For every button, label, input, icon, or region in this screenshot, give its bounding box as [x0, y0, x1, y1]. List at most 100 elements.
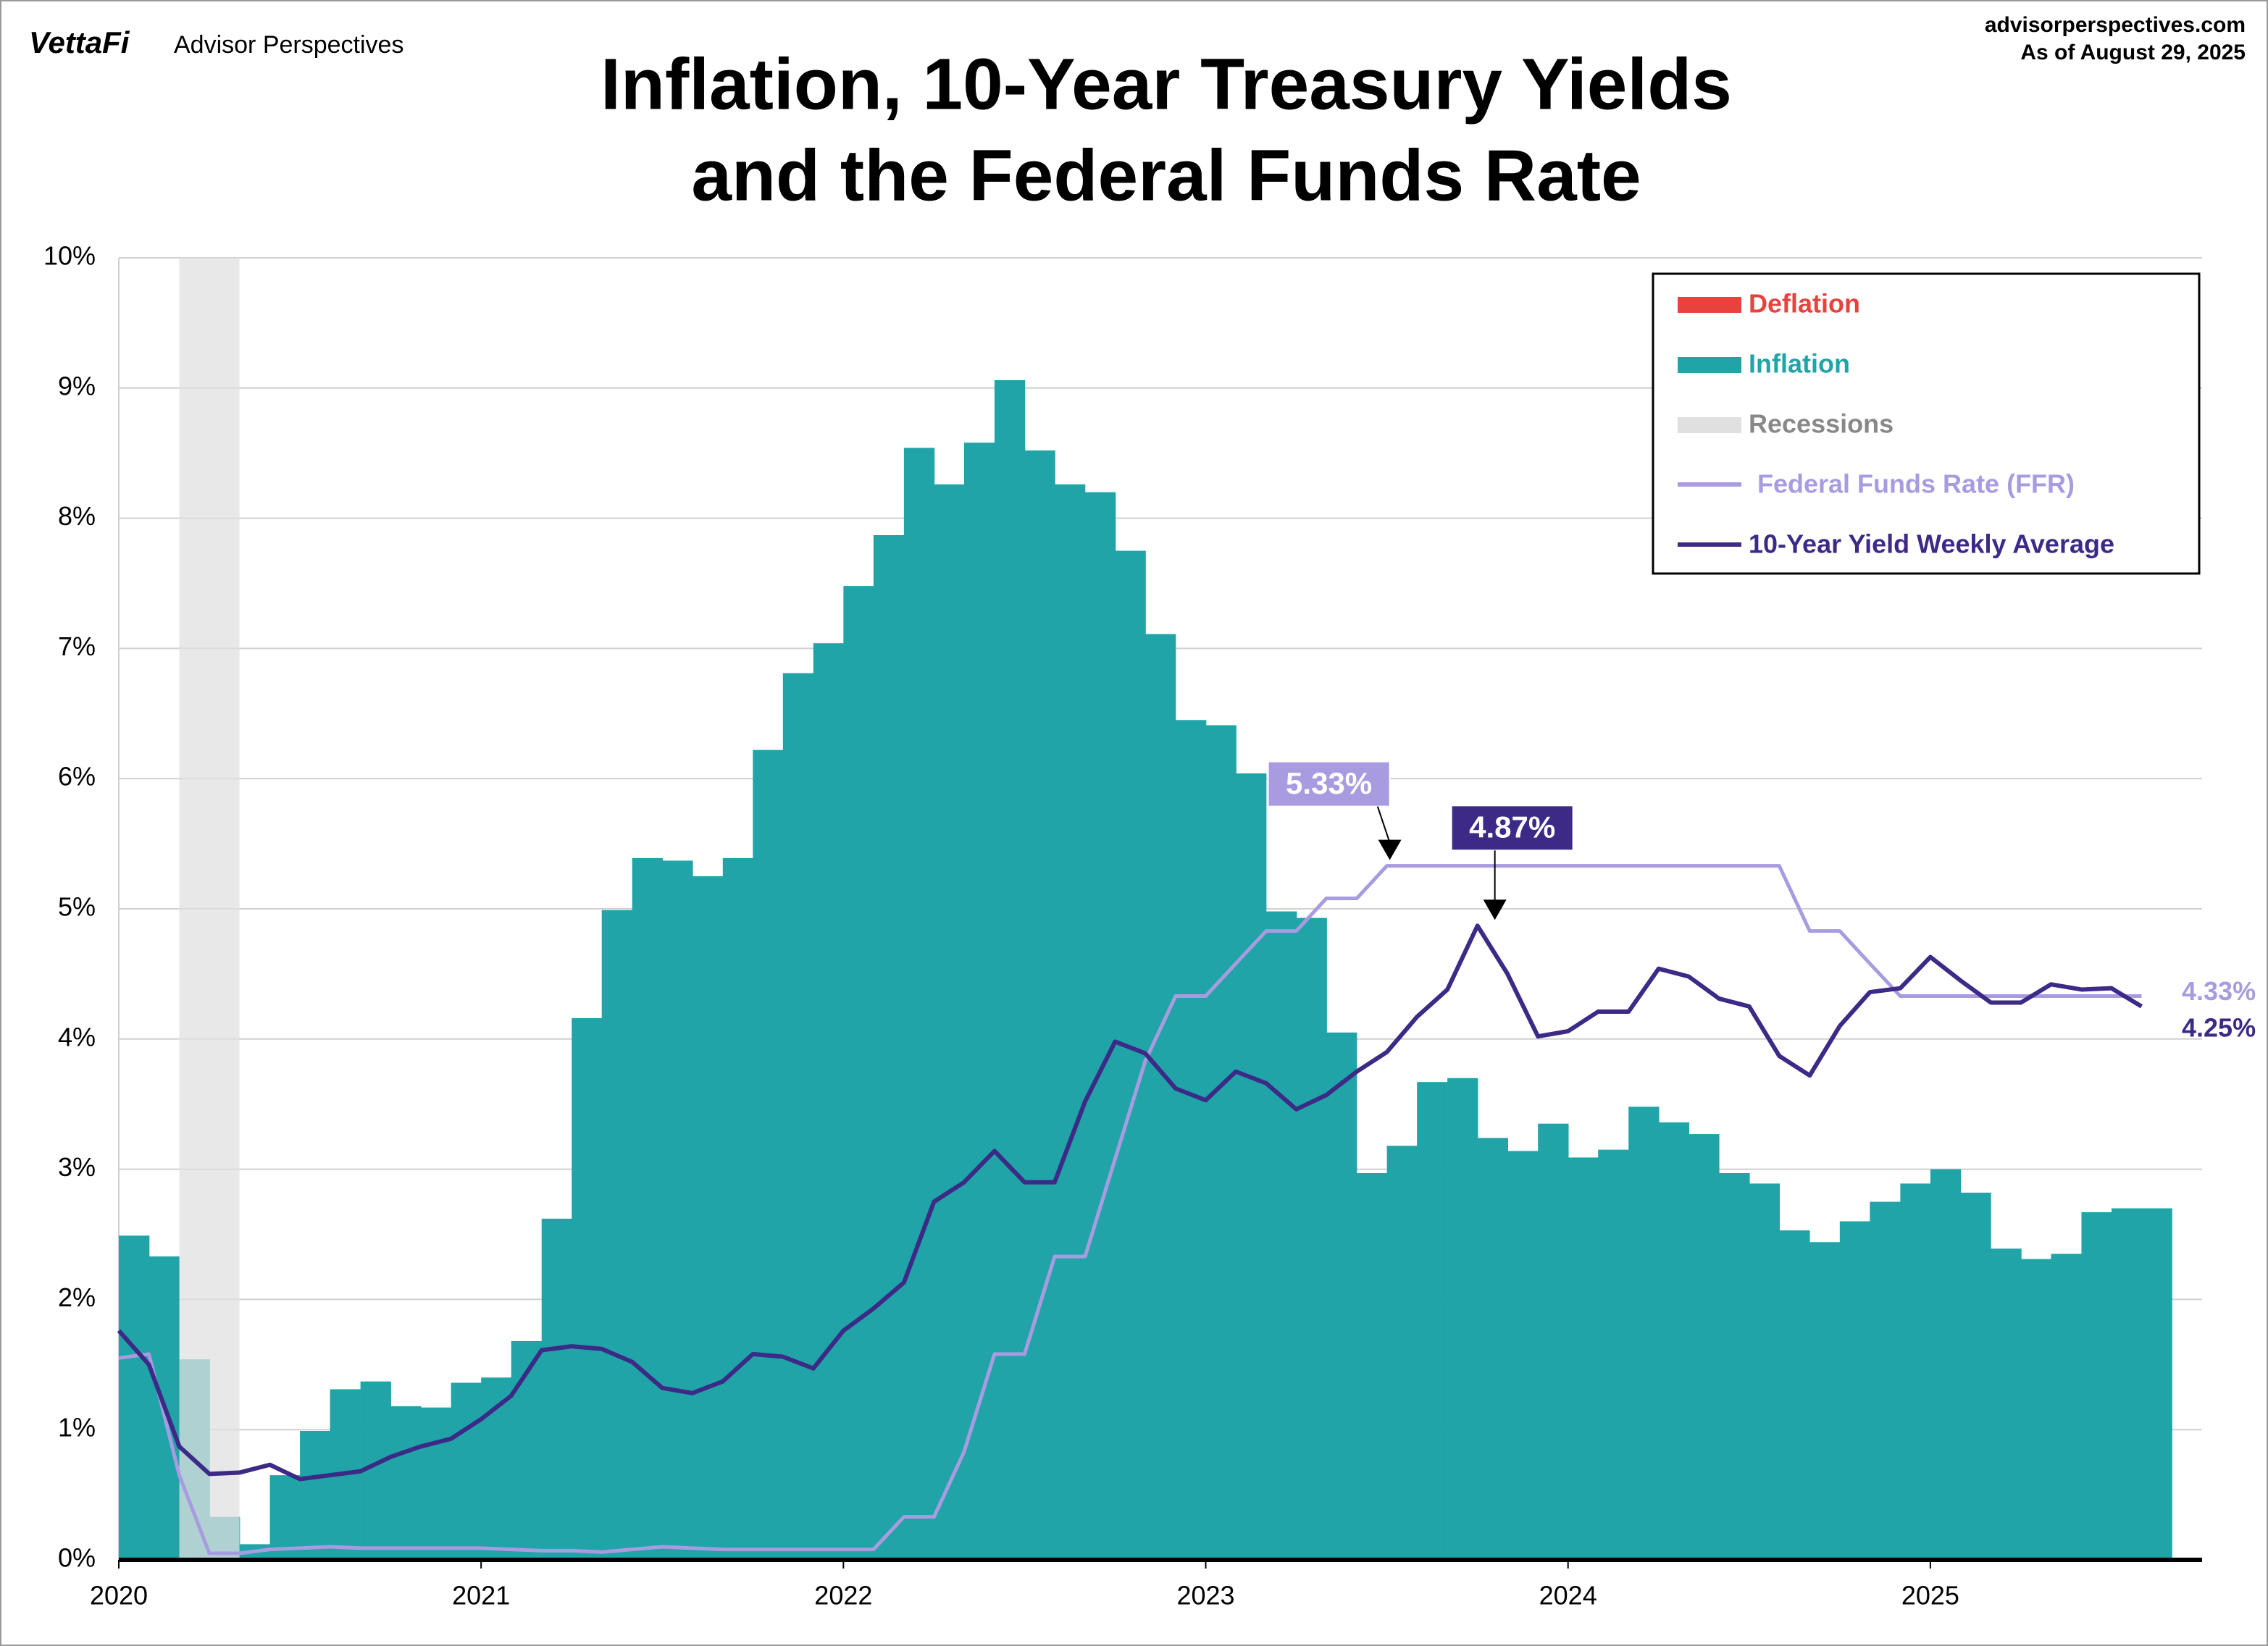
inflation-step	[541, 1218, 573, 1560]
annotation-arrowhead	[1378, 839, 1402, 860]
inflation-step	[1417, 1082, 1448, 1560]
source: advisorperspectives.com	[1985, 13, 2246, 37]
legend-box	[1652, 272, 2201, 575]
inflation-step	[1809, 1242, 1841, 1560]
y-tick-label: 1%	[58, 1413, 96, 1443]
inflation-step	[1960, 1192, 1991, 1560]
inflation-step	[1115, 550, 1146, 1560]
inflation-step	[1447, 1078, 1478, 1560]
legend-swatch	[1678, 297, 1741, 313]
x-tick-label: 2025	[1901, 1581, 1959, 1611]
inflation-step	[1266, 911, 1297, 1560]
chart-title: and the Federal Funds Rate	[691, 135, 1641, 216]
inflation-step	[1689, 1134, 1720, 1560]
legend-label: Recessions	[1749, 409, 1894, 439]
y-tick-label: 0%	[58, 1543, 96, 1573]
y-tick-label: 6%	[58, 762, 96, 791]
inflation-step	[1870, 1201, 1901, 1560]
annotation-arrow	[1376, 806, 1391, 843]
inflation-step	[2051, 1254, 2082, 1560]
legend: Deflation Inflation Recessions Federal Fund…	[1652, 272, 2201, 575]
inflation-step	[420, 1407, 451, 1560]
inflation-step	[2020, 1259, 2052, 1560]
inflation-step	[572, 1018, 603, 1560]
x-tick-label: 2021	[452, 1581, 510, 1611]
inflation-step	[692, 876, 724, 1560]
inflation-step	[1719, 1172, 1750, 1560]
inflation-step	[2081, 1212, 2112, 1560]
inflation-step	[782, 673, 814, 1560]
inflation-step	[1538, 1123, 1569, 1560]
inflation-step	[601, 910, 633, 1560]
inflation-step	[511, 1340, 543, 1560]
inflation-step	[813, 643, 845, 1560]
series-line	[117, 923, 2143, 1482]
inflation-step	[1205, 725, 1236, 1561]
inflation-step	[873, 534, 905, 1560]
recession-band	[179, 258, 240, 1560]
inflation-step	[1991, 1248, 2022, 1560]
legend-label: 10-Year Yield Weekly Average	[1749, 529, 2114, 559]
logo: VettaFi	[29, 25, 130, 59]
inflation-step	[390, 1406, 422, 1560]
y-tick-label: 7%	[58, 631, 96, 661]
inflation-step	[1658, 1122, 1690, 1560]
inflation-step	[903, 448, 935, 1560]
inflation-step	[722, 857, 754, 1560]
inflation-step	[1839, 1221, 1871, 1560]
end-label: 4.33%	[2182, 976, 2256, 1006]
legend-label: Federal Funds Rate (FFR)	[1757, 469, 2075, 499]
inflation-step	[1477, 1138, 1508, 1560]
inflation-step	[753, 749, 784, 1560]
brand: Advisor Perspectives	[174, 31, 403, 59]
annotation-label: 4.87%	[1469, 810, 1555, 844]
annotation-arrowhead	[1483, 899, 1507, 920]
inflation-step	[1930, 1169, 1962, 1560]
y-tick-label: 9%	[58, 371, 96, 400]
inflation-step	[1084, 492, 1116, 1560]
inflation-step	[119, 1235, 150, 1560]
annotation-label: 5.33%	[1286, 766, 1372, 800]
series-line	[118, 864, 2142, 1555]
inflation-step	[934, 484, 965, 1560]
inflation-step	[1326, 1032, 1357, 1560]
inflation-step	[1749, 1183, 1780, 1560]
inflation-step	[1054, 484, 1086, 1560]
end-label: 4.25%	[2182, 1012, 2256, 1042]
inflation-step	[1900, 1183, 1931, 1560]
annotation-box	[1450, 805, 1574, 852]
x-tick-label: 2024	[1539, 1581, 1597, 1611]
inflation-step	[662, 860, 693, 1560]
inflation-step	[1507, 1151, 1539, 1560]
inflation-step	[994, 380, 1026, 1561]
inflation-step	[963, 442, 995, 1561]
y-tick-label: 3%	[58, 1152, 96, 1182]
inflation-step	[1628, 1107, 1660, 1560]
legend-swatch	[1678, 417, 1741, 433]
y-tick-label: 4%	[58, 1022, 96, 1051]
chart-title: Inflation, 10-Year Treasury Yields	[601, 43, 1732, 125]
inflation-step	[1386, 1146, 1418, 1560]
inflation-step	[843, 586, 874, 1561]
inflation-step	[2141, 1208, 2172, 1560]
inflation-step	[1145, 634, 1176, 1560]
inflation-step	[1176, 720, 1207, 1560]
inflation-step	[1296, 918, 1327, 1560]
inflation-step	[300, 1430, 331, 1560]
y-tick-label: 5%	[58, 892, 96, 922]
x-tick-label: 2023	[1176, 1581, 1234, 1611]
legend-swatch	[1678, 357, 1741, 373]
inflation-step	[451, 1382, 482, 1560]
inflation-step	[269, 1475, 301, 1560]
legend-label: Inflation	[1749, 349, 1850, 379]
inflation-step	[1236, 773, 1267, 1560]
y-tick-label: 8%	[58, 501, 96, 531]
inflation-step	[2111, 1208, 2143, 1560]
y-tick-label: 10%	[43, 241, 96, 271]
inflation-step	[1779, 1230, 1810, 1560]
date: As of August 29, 2025	[2020, 41, 2246, 64]
annotation-box	[1267, 760, 1391, 807]
inflation-step	[632, 857, 664, 1560]
